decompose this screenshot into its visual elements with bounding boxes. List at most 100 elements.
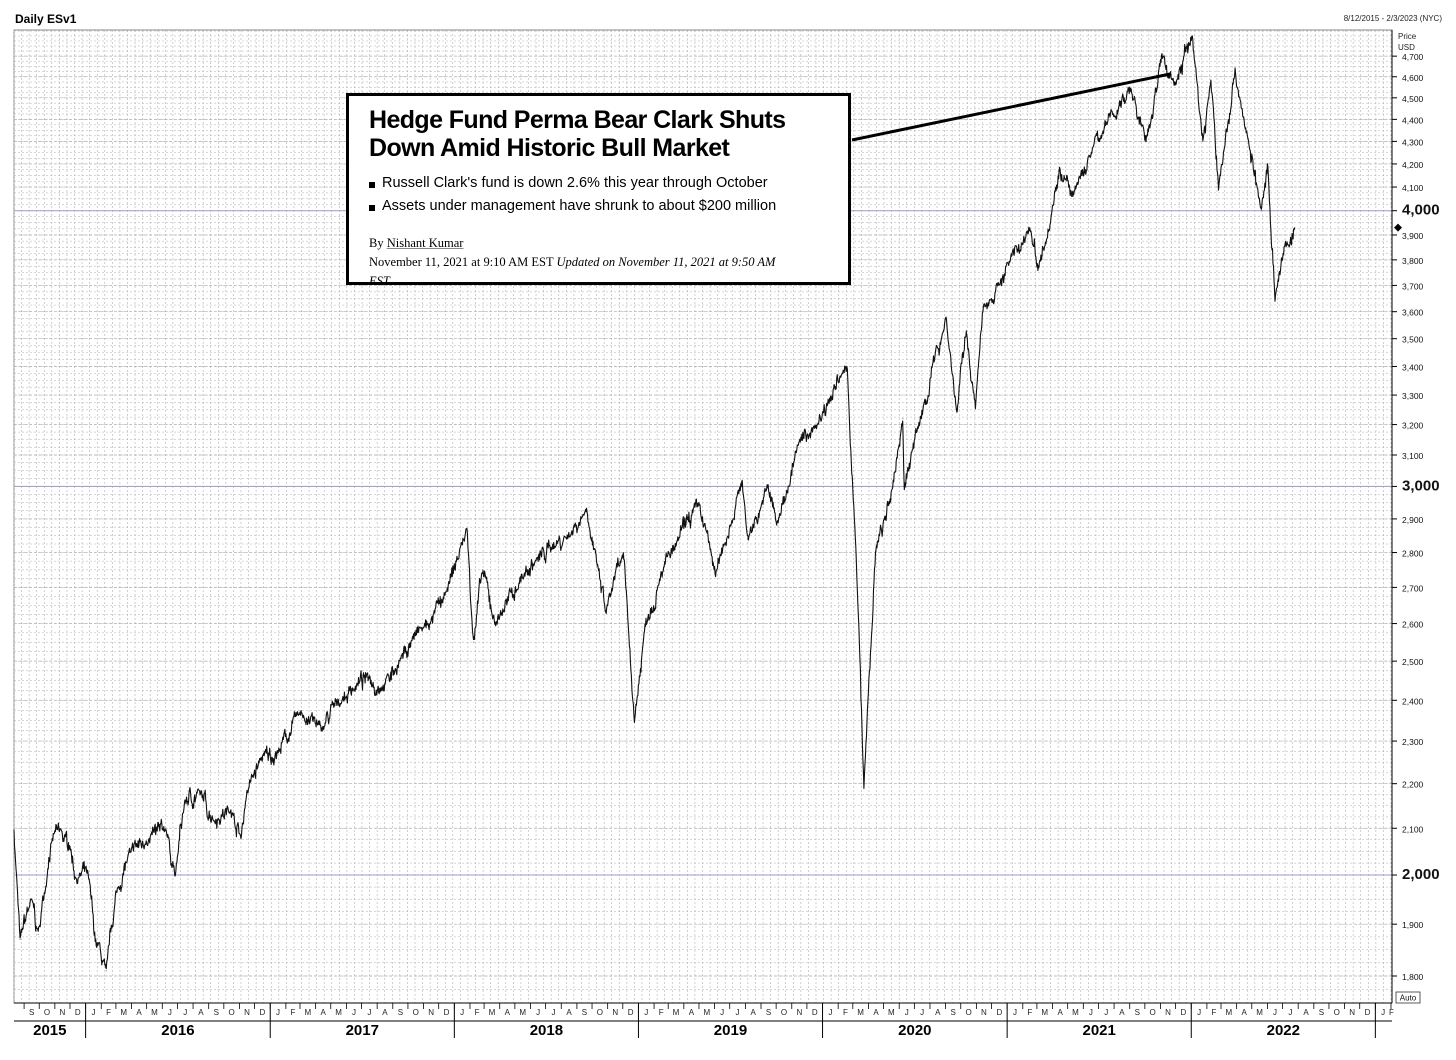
data-point — [674, 545, 676, 547]
data-point — [165, 827, 167, 829]
chart-title: Daily ESv1 — [15, 12, 77, 26]
x-month-label: A — [321, 1008, 327, 1017]
data-point — [352, 687, 355, 689]
x-month-label: M — [1072, 1008, 1079, 1017]
callout-leader-line — [851, 72, 1171, 142]
y-tick-label: 2,800 — [1402, 549, 1424, 559]
x-month-label: O — [1334, 1008, 1340, 1017]
data-point — [974, 406, 976, 408]
x-month-label: A — [1057, 1008, 1063, 1017]
y-tick-label: 3,200 — [1402, 421, 1424, 431]
data-point — [245, 791, 248, 794]
x-month-label: J — [1273, 1008, 1277, 1017]
article-headline[interactable]: Hedge Fund Perma Bear Clark Shuts Down A… — [369, 106, 786, 162]
y-tick-label: 3,700 — [1402, 281, 1424, 291]
published-date: November 11, 2021 at 9:10 AM EST — [369, 255, 554, 269]
data-point — [997, 284, 1000, 287]
x-month-label: J — [736, 1008, 740, 1017]
x-month-label: J — [1288, 1008, 1292, 1017]
y-tick-label: 2,700 — [1402, 583, 1424, 593]
x-month-label: N — [981, 1008, 987, 1017]
y-tick-label: 2,400 — [1402, 696, 1424, 706]
data-point — [276, 753, 278, 755]
data-point — [199, 791, 201, 794]
x-month-label: J — [352, 1008, 356, 1017]
auto-scale-label[interactable]: Auto — [1400, 994, 1417, 1003]
y-tick-label: 4,600 — [1402, 73, 1424, 83]
y-tick-label: 2,000 — [1402, 866, 1440, 883]
x-month-label: A — [689, 1008, 695, 1017]
x-month-label: F — [290, 1008, 295, 1017]
x-month-label: M — [335, 1008, 342, 1017]
x-month-label: M — [489, 1008, 496, 1017]
x-month-label: D — [628, 1008, 634, 1017]
data-point — [1037, 266, 1040, 269]
x-month-label: D — [996, 1008, 1002, 1017]
bullet-text: Russell Clark's fund is down 2.6% this y… — [382, 175, 768, 191]
x-month-label: J — [828, 1008, 832, 1017]
data-point — [798, 442, 800, 444]
data-point — [596, 565, 598, 567]
data-point — [481, 569, 484, 571]
x-month-label: D — [260, 1008, 266, 1017]
x-month-label: M — [519, 1008, 526, 1017]
x-month-label: D — [1181, 1008, 1187, 1017]
x-month-label: A — [136, 1008, 142, 1017]
x-month-label: A — [505, 1008, 511, 1017]
x-month-label: J — [460, 1008, 464, 1017]
data-point — [874, 551, 877, 554]
data-point — [567, 534, 569, 537]
x-year-label: 2016 — [161, 1022, 194, 1039]
data-point — [1267, 163, 1269, 165]
x-month-label: O — [1150, 1008, 1156, 1017]
data-point — [633, 719, 636, 722]
data-point — [1260, 210, 1262, 212]
x-month-label: N — [1165, 1008, 1171, 1017]
x-month-label: A — [198, 1008, 204, 1017]
data-point — [240, 836, 242, 839]
article-bullet: Russell Clark's fund is down 2.6% this y… — [369, 172, 848, 195]
x-month-label: F — [1212, 1008, 1217, 1017]
y-tick-label: 3,900 — [1402, 231, 1424, 241]
x-month-label: A — [1119, 1008, 1125, 1017]
price-axis-title: Price USD — [1398, 31, 1416, 53]
data-point — [1217, 186, 1220, 188]
y-tick-label: 4,500 — [1402, 94, 1424, 104]
y-tick-label: 1,900 — [1402, 920, 1424, 930]
data-point — [105, 970, 107, 972]
y-tick-label: 2,200 — [1402, 780, 1424, 790]
x-month-label: A — [566, 1008, 572, 1017]
auto-scale-button[interactable] — [1395, 991, 1421, 1004]
x-month-label: D — [1365, 1008, 1371, 1017]
x-month-label: J — [168, 1008, 172, 1017]
x-year-label: 2015 — [33, 1022, 66, 1039]
y-tick-label: 4,200 — [1402, 160, 1424, 170]
news-article-callout[interactable]: Hedge Fund Perma Bear Clark Shuts Down A… — [346, 93, 851, 288]
x-month-label: F — [475, 1008, 480, 1017]
data-point — [1174, 84, 1176, 86]
x-month-label: S — [766, 1008, 771, 1017]
data-point — [299, 711, 301, 713]
data-point — [1161, 55, 1163, 57]
x-month-label: A — [935, 1008, 941, 1017]
data-point — [1129, 88, 1131, 90]
y-tick-label: 4,300 — [1402, 137, 1424, 147]
data-point — [746, 538, 748, 540]
data-point — [1243, 118, 1245, 120]
author-link[interactable]: Nishant Kumar — [386, 236, 464, 250]
y-tick-label: 4,400 — [1402, 115, 1424, 125]
x-month-label: N — [60, 1008, 66, 1017]
data-point — [115, 893, 117, 895]
data-point — [494, 622, 496, 625]
data-point — [261, 757, 263, 759]
data-point — [846, 368, 848, 370]
y-tick-label: 2,500 — [1402, 657, 1424, 667]
article-bullet: Assets under management have shrunk to a… — [369, 195, 848, 218]
x-month-label: O — [965, 1008, 971, 1017]
x-month-label: A — [1303, 1008, 1309, 1017]
data-point — [902, 417, 904, 420]
x-month-label: N — [796, 1008, 802, 1017]
x-month-label: M — [673, 1008, 680, 1017]
